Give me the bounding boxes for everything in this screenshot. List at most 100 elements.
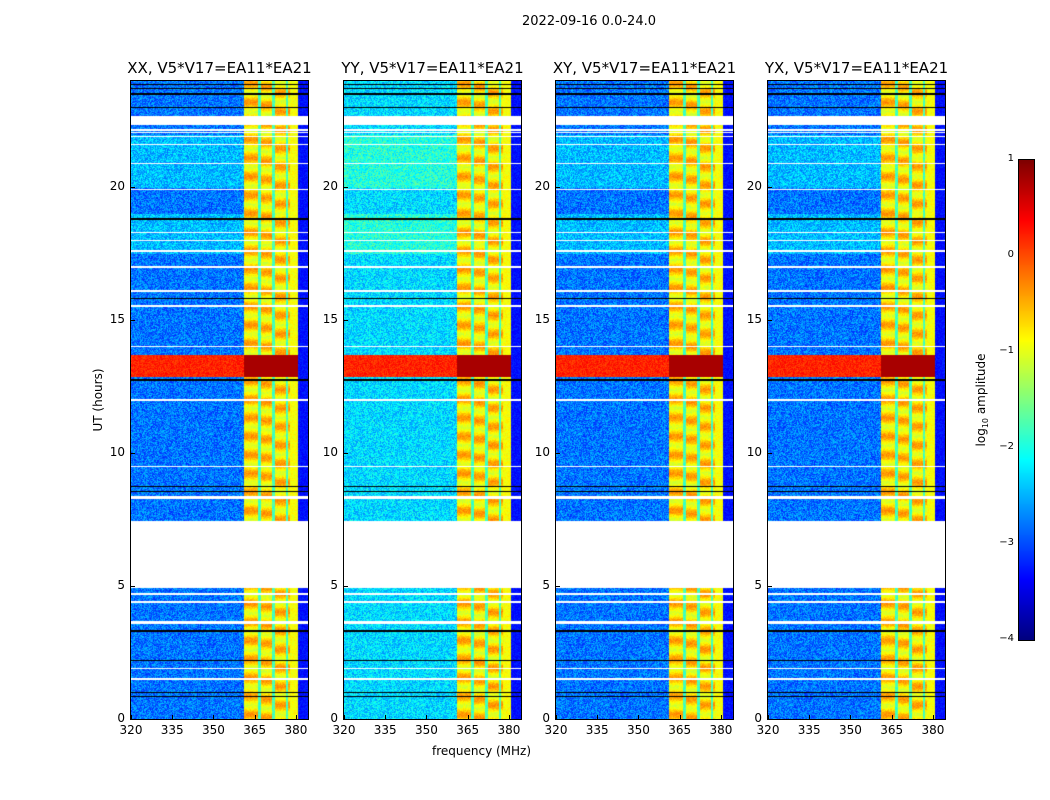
y-tick-label: 15 xyxy=(534,312,550,327)
heatmap-cells xyxy=(768,81,945,719)
y-tick-mark xyxy=(768,187,772,189)
x-tick-mark xyxy=(679,715,681,719)
y-tick-label: 0 xyxy=(117,711,125,725)
x-tick-mark xyxy=(720,715,722,719)
y-tick-label: 20 xyxy=(534,179,550,194)
y-tick-mark xyxy=(556,453,560,455)
y-tick-mark xyxy=(344,719,348,720)
x-tick-label: 380 xyxy=(921,723,945,737)
x-tick-label: 365 xyxy=(243,723,267,737)
colorbar-tick-label: −2 xyxy=(999,441,1014,452)
y-tick-label: 15 xyxy=(322,312,338,327)
x-tick-mark xyxy=(385,715,387,719)
x-tick-mark xyxy=(850,715,852,719)
y-tick-mark xyxy=(344,453,348,455)
y-tick-label: 5 xyxy=(754,578,762,593)
y-tick-mark xyxy=(131,586,135,588)
x-tick-mark xyxy=(809,715,811,719)
x-tick-mark xyxy=(891,715,893,719)
x-tick-label: 365 xyxy=(668,723,692,737)
x-tick-mark xyxy=(768,715,769,719)
x-tick-mark xyxy=(932,715,934,719)
x-tick-mark xyxy=(172,715,174,719)
y-tick-label: 5 xyxy=(117,578,125,593)
y-tick-label: 5 xyxy=(330,578,338,593)
x-tick-mark xyxy=(213,715,215,719)
y-tick-label: 20 xyxy=(746,179,762,194)
y-tick-mark xyxy=(131,187,135,189)
heatmap-cells xyxy=(131,81,308,719)
heatmap-cells xyxy=(344,81,521,719)
x-tick-label: 350 xyxy=(202,723,225,737)
y-tick-mark xyxy=(768,453,772,455)
x-tick-mark xyxy=(295,715,297,719)
x-tick-label: 335 xyxy=(160,723,184,737)
colorbar-label: log10 amplitude xyxy=(973,353,991,447)
x-axis-label: frequency (MHz) xyxy=(432,744,532,758)
x-tick-mark xyxy=(467,715,469,719)
x-tick-mark xyxy=(597,715,599,719)
x-tick-label: 335 xyxy=(797,723,821,737)
x-tick-label: 335 xyxy=(585,723,609,737)
y-tick-mark xyxy=(344,187,348,189)
y-tick-label: 15 xyxy=(109,312,125,327)
spectrogram-panel-3 xyxy=(767,80,946,720)
y-tick-mark xyxy=(556,187,560,189)
y-tick-label: 20 xyxy=(109,179,125,194)
x-tick-label: 350 xyxy=(627,723,650,737)
panel-title: XY, V5*V17=EA11*EA21 xyxy=(552,59,737,77)
x-tick-label: 380 xyxy=(497,723,521,737)
y-tick-label: 0 xyxy=(754,711,762,725)
y-tick-mark xyxy=(556,320,560,322)
heatmap-cells xyxy=(556,81,733,719)
x-tick-label: 320 xyxy=(119,723,143,737)
spectrogram-panel-2 xyxy=(555,80,734,720)
x-tick-label: 320 xyxy=(544,723,568,737)
colorbar-tick-label: −3 xyxy=(999,537,1014,548)
colorbar-tick-label: 1 xyxy=(1007,153,1014,164)
panel-title: XX, V5*V17=EA11*EA21 xyxy=(127,59,312,77)
x-tick-label: 380 xyxy=(284,723,308,737)
colorbar-tick-label: 0 xyxy=(1007,249,1014,260)
y-tick-mark xyxy=(556,719,560,720)
y-tick-label: 5 xyxy=(542,578,550,593)
y-tick-label: 20 xyxy=(322,179,338,194)
y-tick-mark xyxy=(556,586,560,588)
y-tick-mark xyxy=(131,719,135,720)
x-tick-label: 365 xyxy=(880,723,904,737)
y-tick-label: 10 xyxy=(746,445,762,460)
y-tick-label: 10 xyxy=(322,445,338,460)
y-tick-mark xyxy=(131,320,135,322)
x-tick-label: 350 xyxy=(839,723,862,737)
panel-title: YX, V5*V17=EA11*EA21 xyxy=(764,59,949,77)
y-tick-label: 0 xyxy=(330,711,338,725)
y-tick-mark xyxy=(344,320,348,322)
panel-title: YY, V5*V17=EA11*EA21 xyxy=(341,59,524,77)
chart-title: 2022-09-16 0.0-24.0 xyxy=(522,14,656,29)
x-tick-mark xyxy=(344,715,345,719)
y-tick-label: 0 xyxy=(542,711,550,725)
y-tick-mark xyxy=(344,586,348,588)
y-tick-label: 15 xyxy=(746,312,762,327)
x-tick-mark xyxy=(426,715,428,719)
colorbar xyxy=(1018,159,1035,641)
y-axis-label: UT (hours) xyxy=(91,368,105,432)
y-tick-mark xyxy=(768,320,772,322)
spectrogram-panel-1 xyxy=(343,80,522,720)
x-tick-label: 320 xyxy=(332,723,356,737)
y-tick-mark xyxy=(768,719,772,720)
x-tick-mark xyxy=(131,715,132,719)
x-tick-mark xyxy=(254,715,256,719)
x-tick-label: 380 xyxy=(709,723,733,737)
y-tick-label: 10 xyxy=(534,445,550,460)
x-tick-label: 350 xyxy=(415,723,438,737)
colorbar-tick-label: −4 xyxy=(999,633,1014,644)
spectrogram-panel-0 xyxy=(130,80,309,720)
y-tick-mark xyxy=(131,453,135,455)
y-tick-mark xyxy=(768,586,772,588)
x-tick-mark xyxy=(556,715,557,719)
y-tick-label: 10 xyxy=(109,445,125,460)
x-tick-label: 320 xyxy=(756,723,780,737)
x-tick-mark xyxy=(508,715,510,719)
